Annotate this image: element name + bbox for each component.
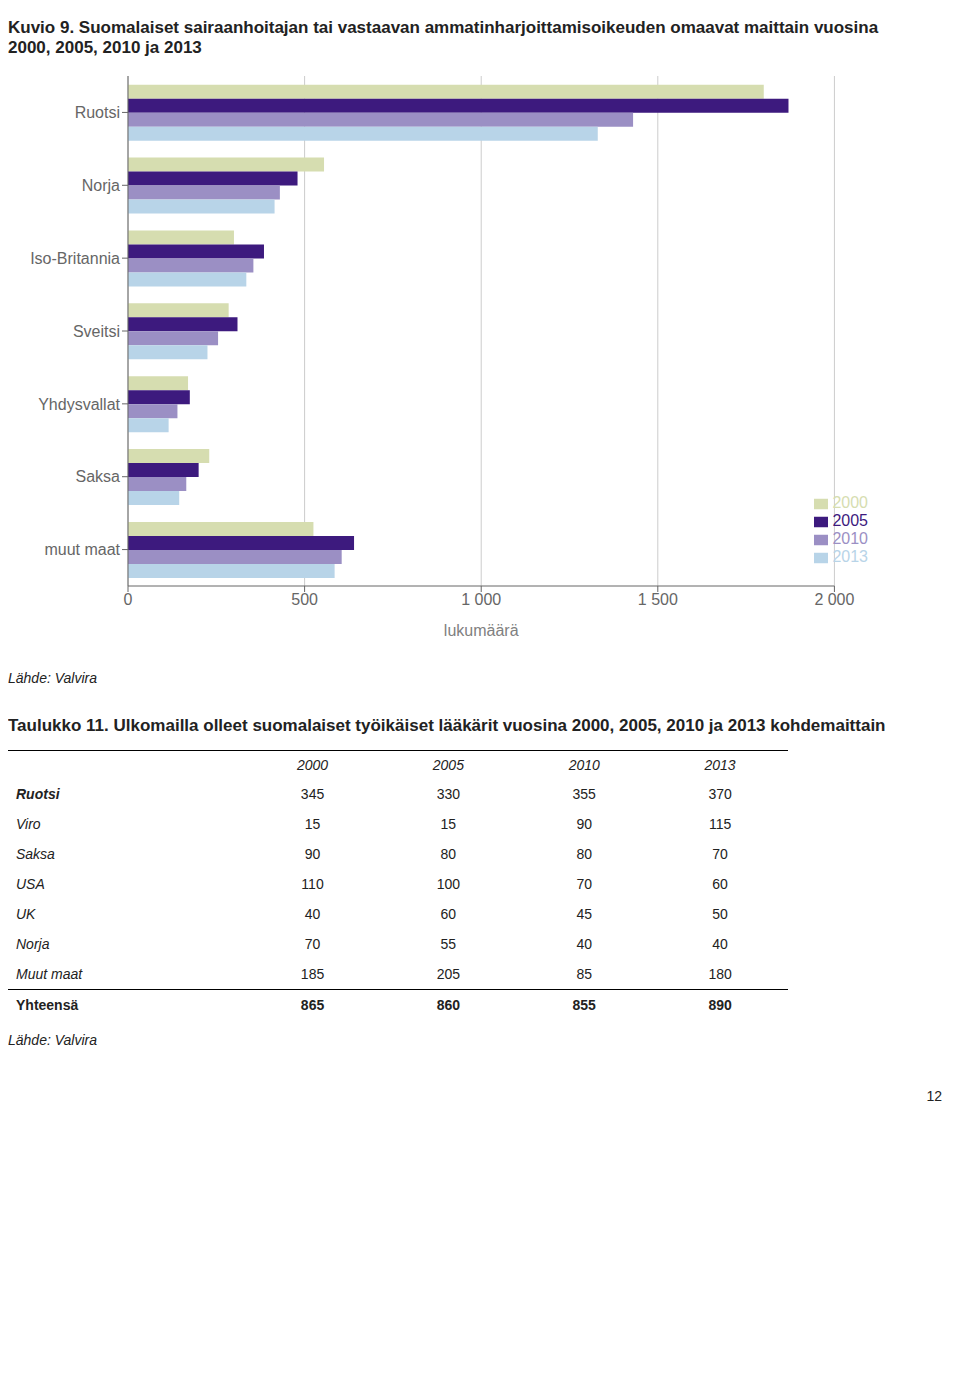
html-text:100: 100 <box>436 876 460 892</box>
html-text:Lähde: Valvira: Lähde: Valvira <box>8 670 97 686</box>
svg-text:2 000: 2 000 <box>814 591 854 608</box>
html-text:90: 90 <box>304 846 321 862</box>
html-text:45: 45 <box>576 906 592 922</box>
html-text:80: 80 <box>440 846 457 862</box>
html-text:345: 345 <box>300 786 325 802</box>
html-text:15: 15 <box>440 816 457 832</box>
html-text:2010: 2010 <box>832 530 868 547</box>
html-text:115: 115 <box>708 816 732 832</box>
svg-text:Norja: Norja <box>82 177 120 194</box>
html-text:2013: 2013 <box>832 548 868 565</box>
html-text:2013: 2013 <box>704 757 736 773</box>
html-text:60: 60 <box>440 906 457 922</box>
html-text:50: 50 <box>712 906 728 922</box>
html-text:70: 70 <box>712 846 728 862</box>
html-text:Ruotsi: Ruotsi <box>16 786 60 802</box>
html-text:Muut maat: Muut maat <box>16 966 83 982</box>
html-text:Viro: Viro <box>16 816 41 832</box>
html-text:70: 70 <box>576 876 592 892</box>
html-text:2005: 2005 <box>432 757 464 773</box>
html-text:110: 110 <box>301 876 324 892</box>
svg-text:500: 500 <box>291 591 318 608</box>
html-text:355: 355 <box>572 786 596 802</box>
html-text:40: 40 <box>576 936 592 952</box>
html-text:12: 12 <box>926 1088 942 1104</box>
svg-text:0: 0 <box>124 591 133 608</box>
html-text:UK: UK <box>16 906 36 922</box>
svg-text:1 000: 1 000 <box>461 591 501 608</box>
svg-text:Iso-Britannia: Iso-Britannia <box>30 250 120 267</box>
html-text:860: 860 <box>436 997 460 1013</box>
html-text:80: 80 <box>576 846 592 862</box>
html-text:2000: 2000 <box>832 494 868 511</box>
html-text:70: 70 <box>304 936 321 952</box>
svg-text:Sveitsi: Sveitsi <box>73 323 120 340</box>
html-text:Lähde: Valvira: Lähde: Valvira <box>8 1032 97 1048</box>
svg-text:Saksa: Saksa <box>76 468 121 485</box>
html-text:Kuvio 9. Suomalaiset sairaanho: Kuvio 9. Suomalaiset sairaanhoitajan tai… <box>8 18 879 57</box>
html-text:2010: 2010 <box>568 757 600 773</box>
html-text:890: 890 <box>708 997 732 1013</box>
html-text:85: 85 <box>576 966 592 982</box>
html-text:2005: 2005 <box>832 512 868 529</box>
html-text:370: 370 <box>708 786 732 802</box>
html-text:60: 60 <box>712 876 728 892</box>
html-text:2000: 2000 <box>297 757 329 773</box>
svg-text:Ruotsi: Ruotsi <box>75 104 120 121</box>
html-text:205: 205 <box>436 966 460 982</box>
html-text:865: 865 <box>300 997 325 1013</box>
html-text:855: 855 <box>572 997 596 1013</box>
html-text:Yhteensä: Yhteensä <box>16 997 79 1013</box>
html-text:90: 90 <box>576 816 592 832</box>
svg-text:muut maat: muut maat <box>44 541 120 558</box>
html-text:330: 330 <box>436 786 460 802</box>
html-text:40: 40 <box>304 906 321 922</box>
html-text:185: 185 <box>300 966 325 982</box>
svg-text:1 500: 1 500 <box>638 591 678 608</box>
html-text:55: 55 <box>440 936 457 952</box>
html-text:180: 180 <box>708 966 732 982</box>
html-text:40: 40 <box>712 936 728 952</box>
html-text:Taulukko 11. Ulkomailla olleet: Taulukko 11. Ulkomailla olleet suomalais… <box>8 716 886 735</box>
svg-text:Yhdysvallat: Yhdysvallat <box>38 396 120 413</box>
html-text:USA: USA <box>16 876 45 892</box>
svg-text:lukumäärä: lukumäärä <box>444 622 519 639</box>
html-text:Saksa: Saksa <box>16 846 55 862</box>
html-text:Norja: Norja <box>16 936 50 952</box>
html-text:15: 15 <box>304 816 321 832</box>
